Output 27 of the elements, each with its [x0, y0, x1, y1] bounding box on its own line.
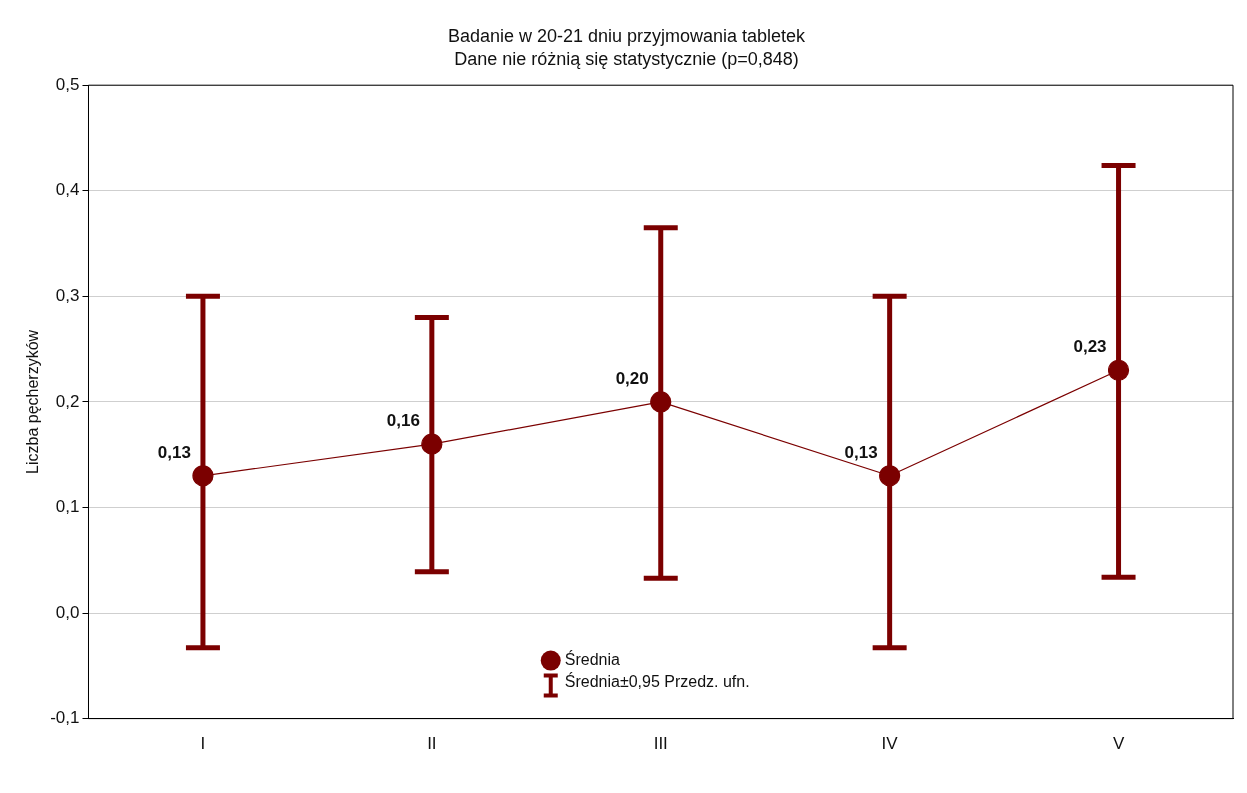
point	[1107, 359, 1130, 381]
point	[192, 465, 214, 487]
point	[650, 391, 672, 413]
y-tick-label: 0,1	[55, 497, 80, 517]
y-tick-label: 0,3	[55, 286, 80, 306]
y-tick-label: 0,4	[55, 180, 80, 200]
y-tick-label: 0,5	[55, 74, 80, 94]
point	[421, 433, 443, 455]
y-axis-title: Liczba pęcherzyków	[24, 329, 42, 474]
y-tick-label: 0,0	[55, 602, 80, 622]
data-label: 0,20	[615, 369, 649, 389]
data-label: 0,16	[386, 411, 420, 431]
x-tick-label: V	[1112, 734, 1125, 754]
y-tick-label: 0,2	[55, 391, 80, 411]
x-tick-label: II	[427, 734, 437, 754]
legend-label: Średnia	[564, 650, 620, 669]
point	[879, 465, 901, 487]
data-label: 0,23	[1073, 337, 1107, 357]
annotation: Średnia±0,95 Przedz. ufn.	[564, 672, 750, 691]
data-label: 0,13	[844, 442, 878, 462]
data-label: 0,13	[157, 442, 191, 462]
x-tick-label: IV	[881, 734, 899, 754]
y-tick-label: -0,1	[50, 708, 80, 728]
x-tick-label: I	[200, 734, 206, 754]
chart-title: Badanie w 20-21 dniu przyjmowania tabletek	[447, 25, 807, 46]
x-tick-label: III	[653, 734, 668, 754]
chart-subtitle: Dane nie różnią się statystycznie (p=0,848)	[454, 49, 799, 70]
